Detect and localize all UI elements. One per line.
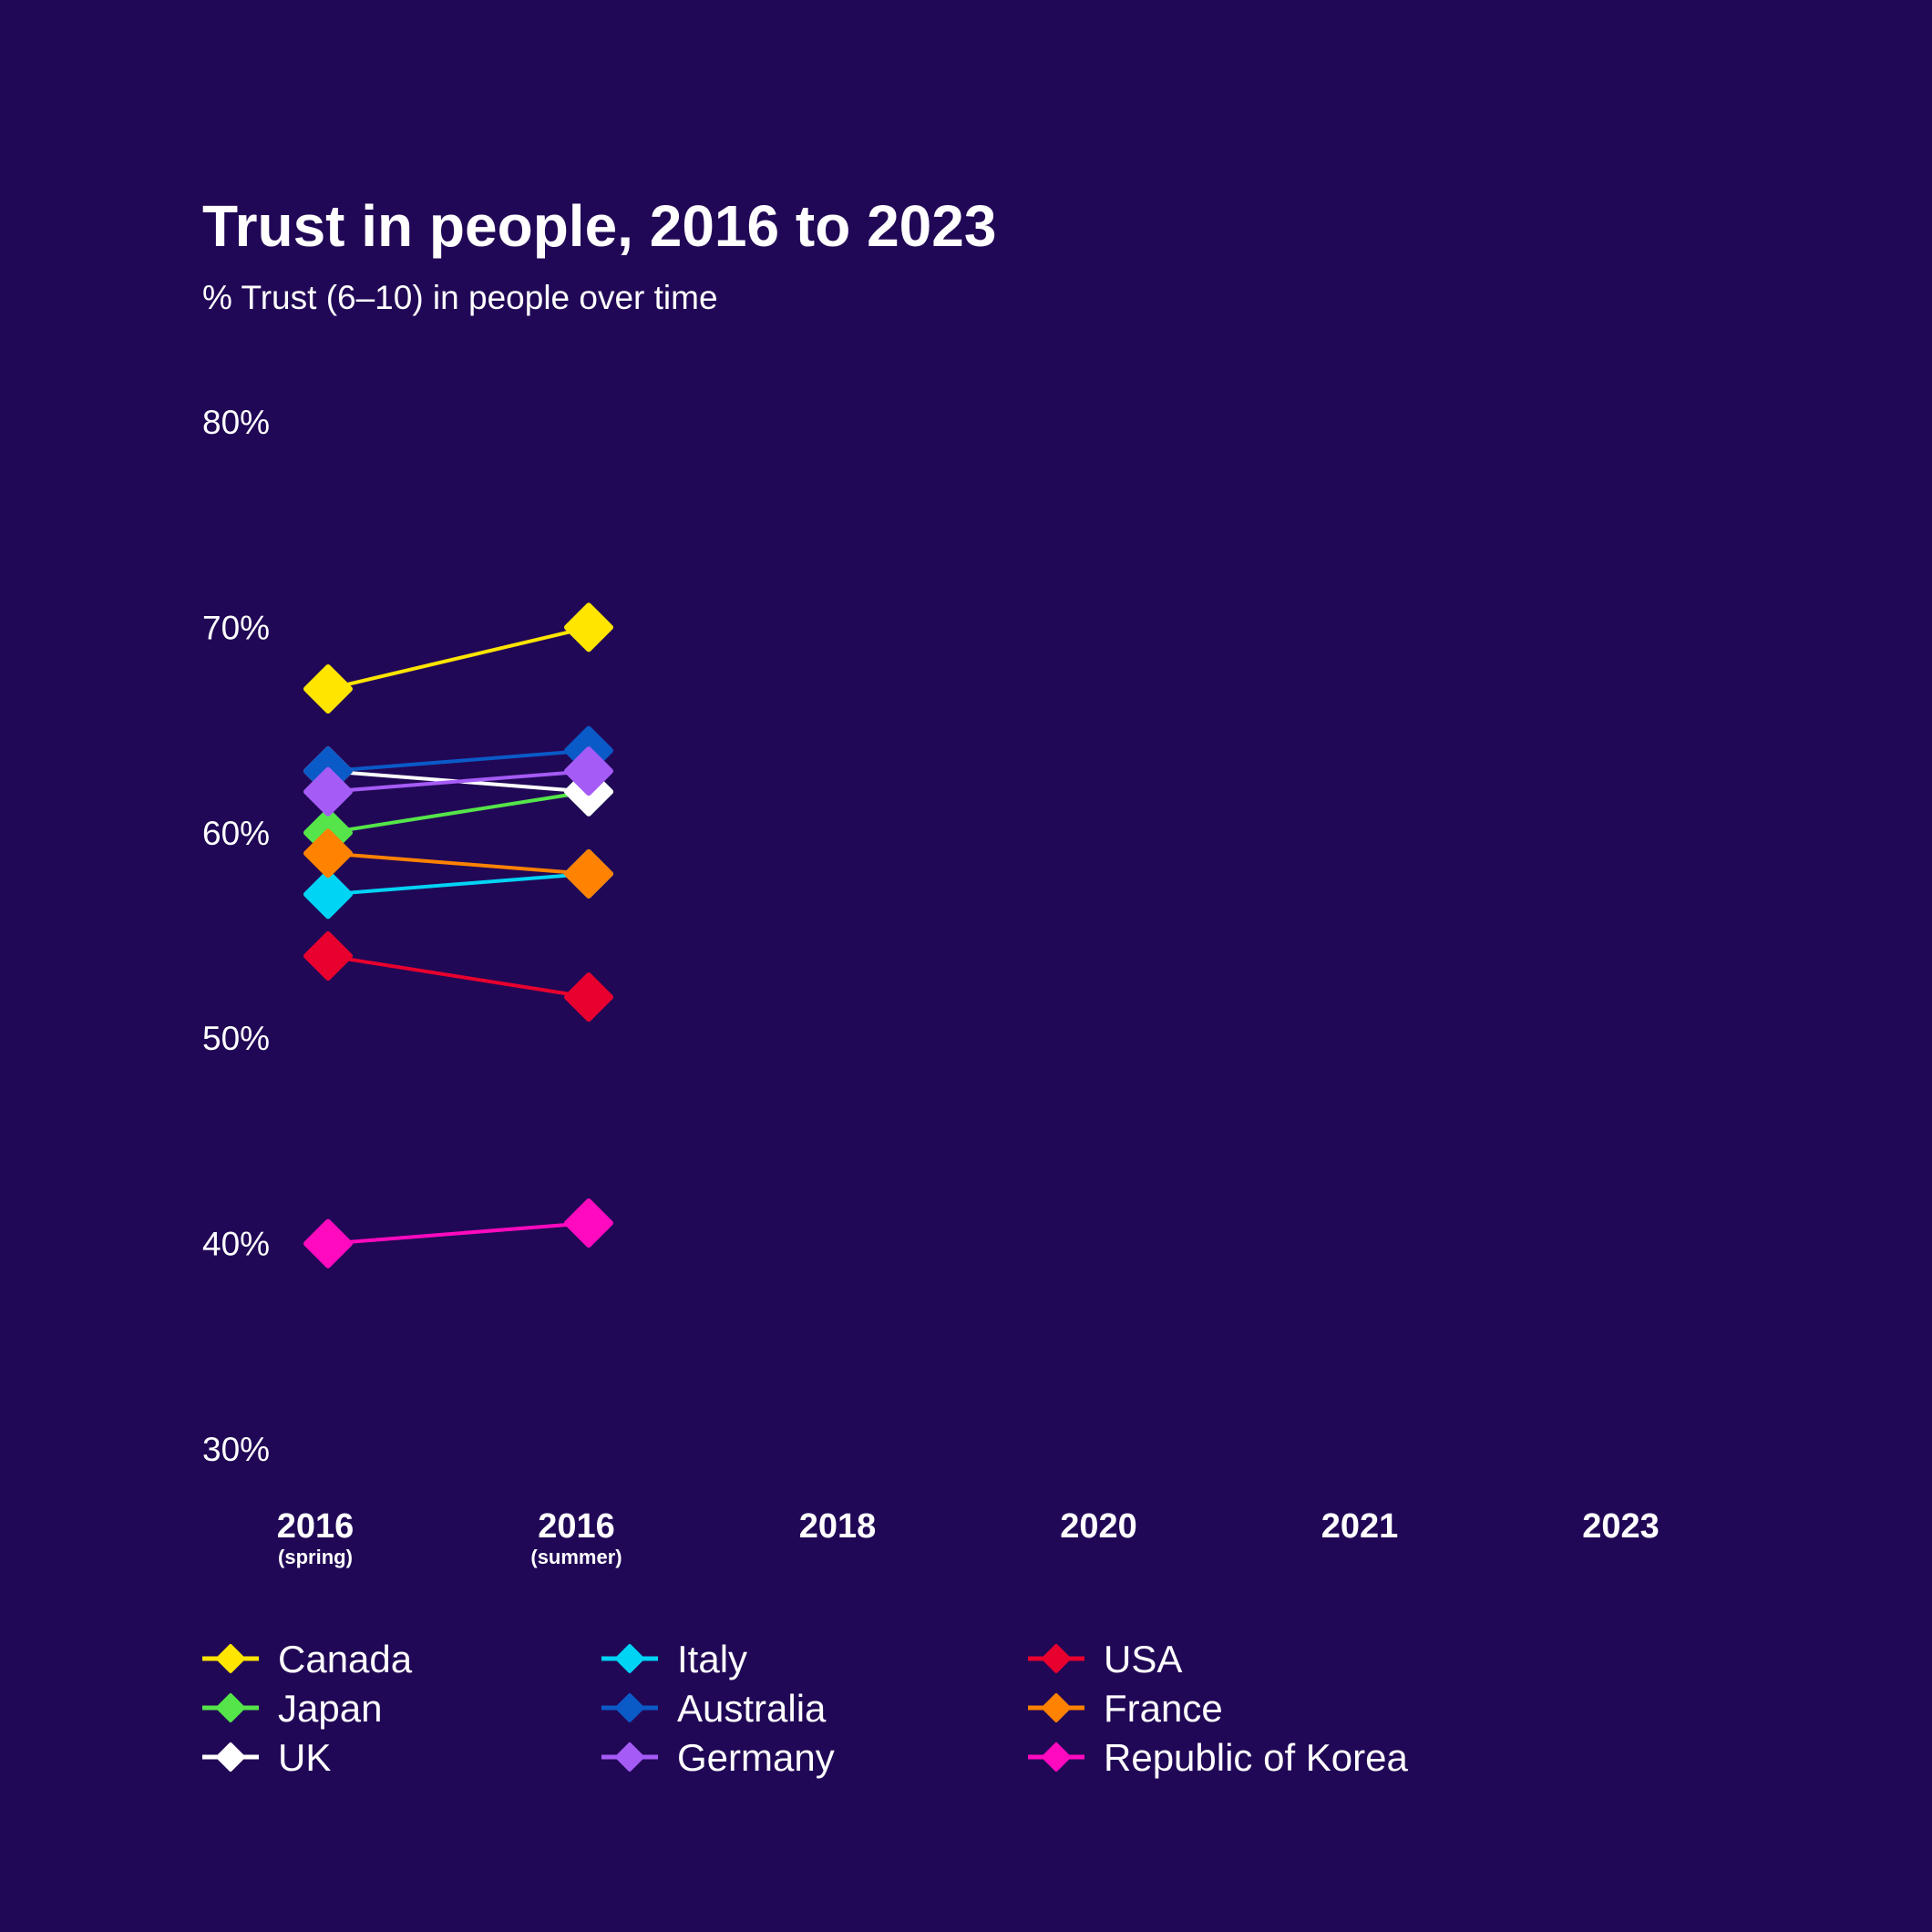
legend-item-usa: USA	[1028, 1638, 1182, 1680]
series-lines	[327, 625, 590, 1246]
legend-label: Germany	[677, 1736, 835, 1779]
legend-label: Japan	[278, 1687, 382, 1730]
y-tick-label: 60%	[202, 815, 270, 852]
legend-swatch-marker	[1042, 1693, 1071, 1722]
legend-label: Canada	[278, 1638, 413, 1680]
data-point-france	[303, 828, 353, 879]
legend-swatch-marker	[615, 1693, 644, 1722]
data-point-france	[564, 848, 613, 899]
x-tick-sublabel: (spring)	[278, 1546, 353, 1568]
x-tick-label: 2018	[799, 1507, 877, 1546]
y-tick-label: 40%	[202, 1226, 270, 1263]
legend-label: France	[1104, 1687, 1223, 1730]
legend-item-italy: Italy	[601, 1638, 747, 1680]
series-markers	[303, 602, 613, 1269]
data-point-italy	[303, 869, 353, 920]
data-point-germany	[303, 766, 353, 817]
legend-item-france: France	[1028, 1687, 1223, 1730]
series-line-japan	[327, 789, 590, 835]
series-line-italy	[327, 871, 590, 897]
legend-swatch-marker	[1042, 1742, 1071, 1772]
series-line-germany	[327, 769, 590, 794]
legend-label: Italy	[677, 1638, 747, 1680]
legend-swatch-marker	[216, 1644, 245, 1673]
x-tick-label: 2020	[1060, 1507, 1137, 1546]
legend-item-canada: Canada	[202, 1638, 413, 1680]
legend-item-uk: UK	[202, 1736, 331, 1779]
legend-label: USA	[1104, 1638, 1182, 1680]
x-tick-label: 2021	[1321, 1507, 1399, 1546]
data-point-canada	[564, 602, 613, 653]
series-line-republic-of-korea	[327, 1221, 590, 1246]
legend-item-australia: Australia	[601, 1687, 827, 1730]
y-tick-label: 30%	[202, 1431, 270, 1468]
data-point-usa	[564, 972, 613, 1023]
data-point-republic-of-korea	[564, 1198, 613, 1249]
y-tick-label: 80%	[202, 404, 270, 441]
legend-swatch-marker	[216, 1693, 245, 1722]
legend-swatch-marker	[615, 1742, 644, 1772]
y-axis: 80% 70% 60% 50% 40% 30%	[202, 404, 270, 1468]
series-line-usa	[327, 954, 590, 1000]
data-point-canada	[303, 664, 353, 714]
legend-label: Australia	[677, 1687, 827, 1730]
data-point-usa	[303, 931, 353, 981]
legend-label: Republic of Korea	[1104, 1736, 1409, 1779]
x-tick-label: 2016	[277, 1507, 355, 1546]
x-tick-label: 2023	[1582, 1507, 1660, 1546]
x-tick-sublabel: (summer)	[530, 1546, 622, 1568]
legend-swatch-marker	[216, 1742, 245, 1772]
legend-swatch-marker	[1042, 1644, 1071, 1673]
y-tick-label: 70%	[202, 609, 270, 646]
y-tick-label: 50%	[202, 1020, 270, 1057]
series-line-australia	[327, 748, 590, 774]
series-line-france	[327, 851, 590, 876]
chart-subtitle: % Trust (6–10) in people over time	[202, 279, 718, 316]
x-axis: 2016(spring)2016(summer)2018 2020 2021 2023	[277, 1507, 1660, 1568]
legend-item-japan: Japan	[202, 1687, 382, 1730]
data-point-germany	[564, 746, 613, 796]
legend-swatch-marker	[615, 1644, 644, 1673]
series-line-canada	[327, 625, 590, 691]
data-point-republic-of-korea	[303, 1218, 353, 1269]
legend-item-republic-of-korea: Republic of Korea	[1028, 1736, 1409, 1779]
x-tick-label: 2016	[538, 1507, 615, 1546]
legend-label: UK	[278, 1736, 331, 1779]
legend: Canada Japan UK Italy Australia Germany USA Fra…	[202, 1638, 1409, 1779]
legend-item-germany: Germany	[601, 1736, 835, 1779]
chart-title: Trust in people, 2016 to 2023	[202, 193, 996, 259]
